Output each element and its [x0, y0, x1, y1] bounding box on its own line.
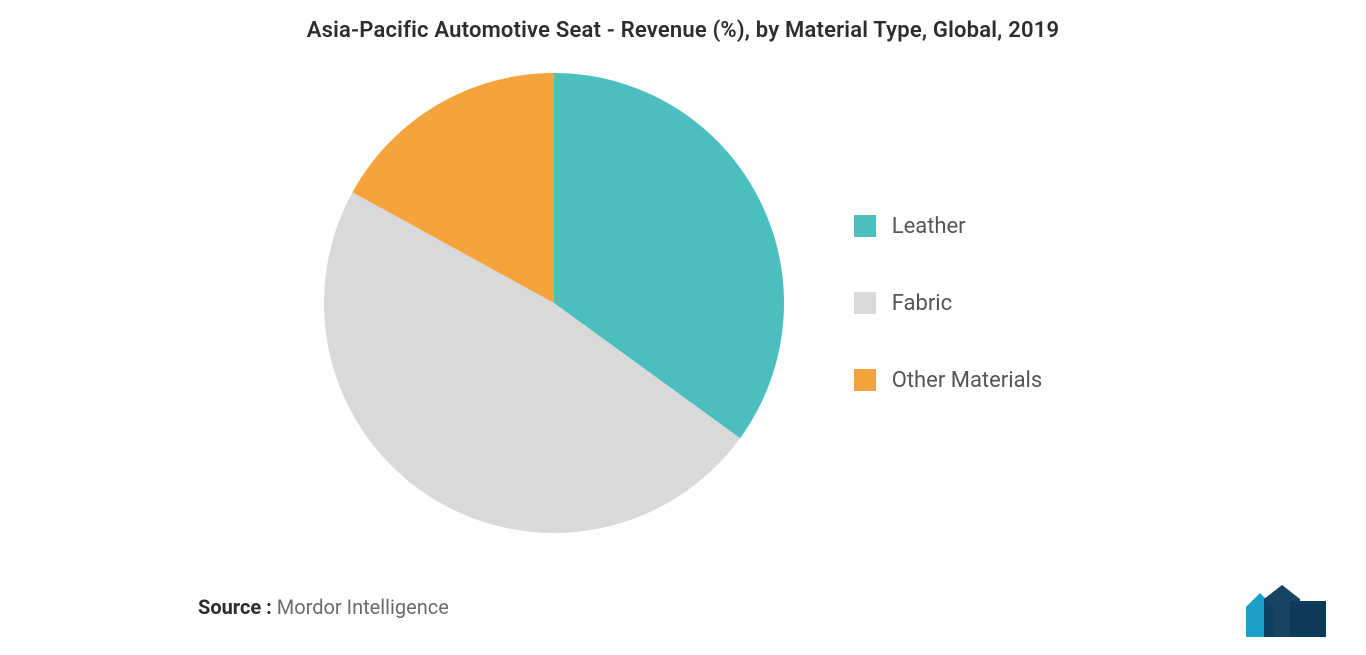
- legend-swatch: [854, 292, 876, 314]
- pie-svg: [324, 73, 784, 533]
- legend-label: Other Materials: [892, 368, 1043, 393]
- logo-shape-right-overlay: [1290, 601, 1326, 637]
- source-value: Mordor Intelligence: [277, 595, 449, 619]
- legend-item-other-materials: Other Materials: [854, 368, 1043, 393]
- pie-chart: [324, 73, 784, 533]
- legend-swatch: [854, 369, 876, 391]
- legend-item-fabric: Fabric: [854, 291, 1043, 316]
- legend: Leather Fabric Other Materials: [854, 214, 1043, 393]
- chart-area: Leather Fabric Other Materials: [0, 43, 1366, 563]
- brand-logo: [1246, 585, 1326, 637]
- legend-label: Fabric: [892, 291, 952, 316]
- legend-swatch: [854, 215, 876, 237]
- source-line: Source : Mordor Intelligence: [198, 595, 449, 619]
- source-label: Source :: [198, 595, 272, 619]
- legend-label: Leather: [892, 214, 966, 239]
- chart-title: Asia-Pacific Automotive Seat - Revenue (…: [0, 0, 1366, 43]
- legend-item-leather: Leather: [854, 214, 1043, 239]
